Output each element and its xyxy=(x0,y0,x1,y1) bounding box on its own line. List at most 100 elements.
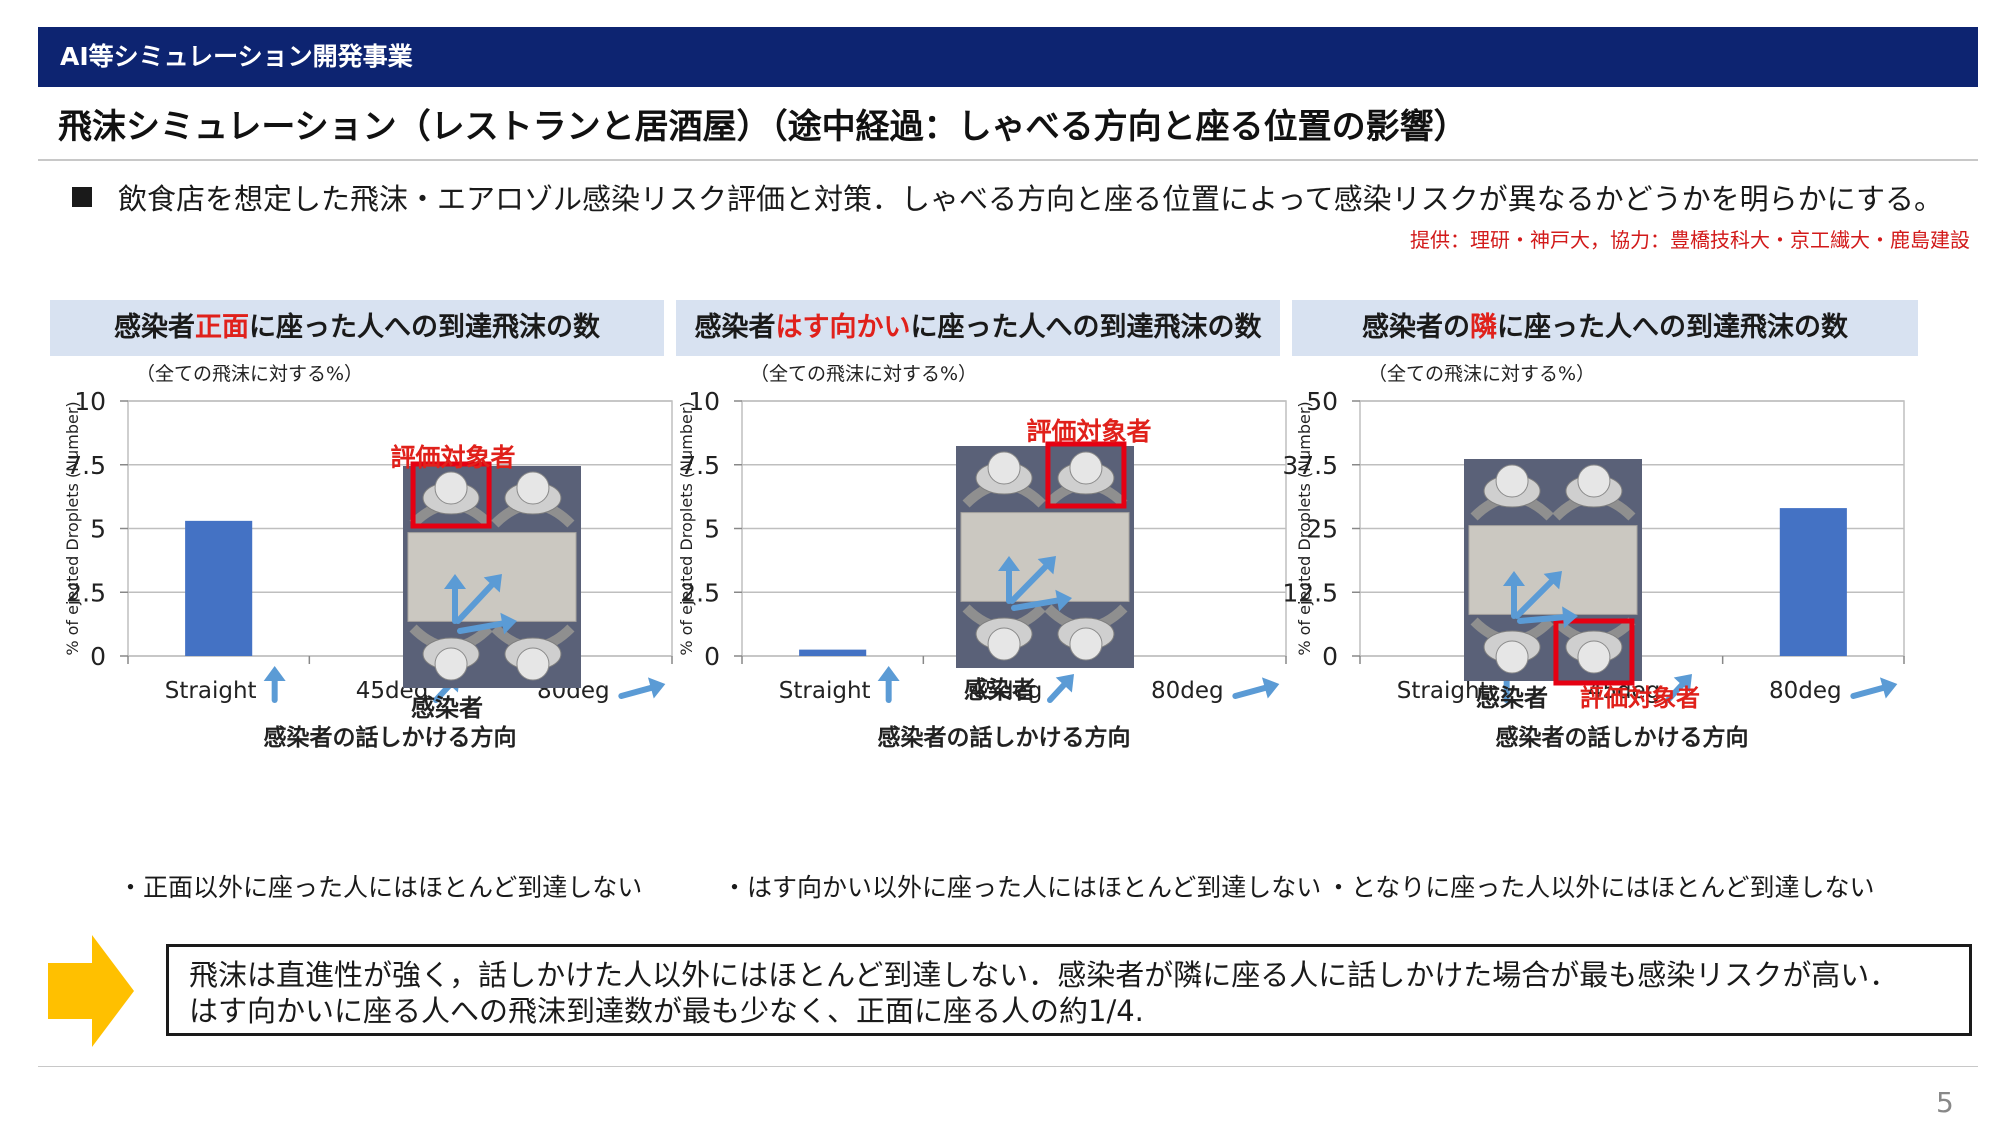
80deg-direction-arrow-icon xyxy=(618,677,666,699)
bar-straight xyxy=(799,649,867,656)
bar-straight xyxy=(185,520,253,656)
y-tick-label: 5 xyxy=(90,515,106,544)
speech-direction-arrow-icon xyxy=(998,556,1020,604)
45deg-direction-arrow-icon xyxy=(1665,674,1692,703)
speech-direction-arrow-icon xyxy=(1009,556,1056,604)
y-tick-label: 50 xyxy=(1306,387,1338,416)
person-figure-icon xyxy=(1044,604,1128,661)
person-figure-icon xyxy=(491,471,575,528)
panel-header-highlight: はす向かい xyxy=(775,312,911,343)
y-axis-label: % of ejected Droplets (Number) xyxy=(1295,401,1314,655)
y-tick-label: 7.5 xyxy=(680,451,720,480)
panel-note-side: ・となりに座った人以外にはほとんど到達しない xyxy=(1326,873,1875,902)
panel-header-front: 感染者正面に座った人への到達飛沫の数 xyxy=(50,300,664,356)
straight-direction-arrow-icon xyxy=(877,666,900,703)
footer-divider xyxy=(38,1066,1978,1067)
target-person-label: 評価対象者 xyxy=(1026,417,1151,446)
y-tick-label: 10 xyxy=(74,387,106,416)
x-tick-label: Straight xyxy=(165,678,257,704)
speech-direction-arrow-icon xyxy=(1011,589,1072,612)
title-divider xyxy=(38,159,1978,161)
objective-text: 飲食店を想定した飛沫・エアロゾル感染リスク評価と対策．しゃべる方向と座る位置によ… xyxy=(118,182,1943,216)
speech-direction-arrow-icon xyxy=(1514,571,1562,619)
y-axis-label: % of ejected Droplets (Number) xyxy=(63,401,82,655)
infected-person-label: 感染者 xyxy=(964,676,1036,704)
y-tick-label: 25 xyxy=(1306,515,1338,544)
person-figure-icon xyxy=(1470,617,1554,674)
target-highlight-box xyxy=(1045,441,1127,509)
x-axis-label: 感染者の話しかける方向 xyxy=(1496,724,1749,751)
person-figure-icon xyxy=(962,604,1046,661)
chart-subtitle: （全ての飛沫に対する%） xyxy=(136,363,363,385)
panel-note-diagonal: ・はす向かい以外に座った人にはほとんど到達しない xyxy=(722,873,1322,902)
summary-line-2: はす向かいに座る人への飛沫到達数が最も少なく、正面に座る人の約1/4. xyxy=(189,994,1144,1028)
target-highlight-box xyxy=(1553,618,1635,686)
seating-diagram xyxy=(956,441,1134,668)
panel-header-highlight: 正面 xyxy=(195,312,249,343)
y-tick-label: 2.5 xyxy=(680,578,720,607)
objective-bullet: 飲食店を想定した飛沫・エアロゾル感染リスク評価と対策．しゃべる方向と座る位置によ… xyxy=(72,176,1943,218)
straight-direction-arrow-icon xyxy=(263,666,286,703)
person-figure-icon xyxy=(409,471,493,528)
summary-box: 飛沫は直進性が強く，話しかけた人以外にはほとんど到達しない．感染者が隣に座る人に… xyxy=(166,944,1972,1036)
target-highlight-box xyxy=(410,461,492,529)
speech-direction-arrow-icon xyxy=(1517,606,1578,629)
panel-header-highlight: 隣 xyxy=(1470,312,1497,343)
summary-line-1: 飛沫は直進性が強く，話しかけた人以外にはほとんど到達しない．感染者が隣に座る人に… xyxy=(189,958,1899,992)
panel-header-pre: 感染者 xyxy=(114,312,195,343)
panel-header-post: に座った人への到達飛沫の数 xyxy=(249,312,600,343)
panel-note-front: ・正面以外に座った人にはほとんど到達しない xyxy=(118,873,643,902)
speech-direction-arrow-icon xyxy=(1503,571,1525,619)
y-tick-label: 10 xyxy=(688,387,720,416)
person-figure-icon xyxy=(1044,451,1128,508)
80deg-direction-arrow-icon xyxy=(1232,677,1280,699)
chart-subtitle: （全ての飛沫に対する%） xyxy=(750,363,977,385)
person-figure-icon xyxy=(962,451,1046,508)
y-tick-label: 0 xyxy=(704,642,720,671)
person-figure-icon xyxy=(1552,464,1636,521)
bar-chart-diagonal: 0 2.5 5 7.5 10 （全ての飛沫に対する%） % of ejected Dropl… xyxy=(677,363,1287,751)
y-tick-label: 7.5 xyxy=(66,451,106,480)
credit-text: 提供：理研・神戸大，協力：豊橋技科大・京工繊大・鹿島建設 xyxy=(1410,228,1970,252)
y-tick-label: 0 xyxy=(1322,642,1338,671)
target-person-label: 評価対象者 xyxy=(1580,684,1700,712)
y-axis-label: % of ejected Droplets (Number) xyxy=(677,401,696,655)
x-tick-label: Straight xyxy=(1397,678,1489,704)
person-figure-icon xyxy=(491,624,575,681)
panel-header-pre: 感染者 xyxy=(694,312,776,343)
x-axis-label: 感染者の話しかける方向 xyxy=(264,724,517,751)
bar-chart-front: 0 2.5 5 7.5 10 （全ての飛沫に対する%） % of ejected Dropl… xyxy=(63,363,673,751)
x-tick-label: 45deg xyxy=(970,678,1043,704)
bar-80deg xyxy=(1779,508,1847,656)
speech-direction-arrow-icon xyxy=(455,574,502,624)
page-title: 飛沫シミュレーション（レストランと居酒屋）（途中経過：しゃべる方向と座る位置の影… xyxy=(58,107,1468,147)
80deg-direction-arrow-icon xyxy=(1850,677,1898,699)
x-tick-label: Straight xyxy=(779,678,871,704)
y-tick-label: 2.5 xyxy=(66,578,106,607)
y-tick-label: 5 xyxy=(704,515,720,544)
infected-person-label: 感染者 xyxy=(411,694,483,722)
page-number: 5 xyxy=(1936,1086,1954,1119)
section-title: AI等シミュレーション開発事業 xyxy=(60,42,413,71)
panel-header-post: に座った人への到達飛沫の数 xyxy=(1497,312,1848,343)
speech-direction-arrow-icon xyxy=(444,574,466,624)
bar-chart-side: 0 12.5 25 37.5 50 （全ての飛沫に対する%） % of ejected Dr… xyxy=(1282,363,1905,751)
x-tick-label: 80deg xyxy=(1769,678,1842,704)
seating-diagram xyxy=(1464,459,1642,686)
x-tick-label: 80deg xyxy=(1151,678,1224,704)
y-tick-label: 0 xyxy=(90,642,106,671)
person-figure-icon xyxy=(1470,464,1554,521)
section-banner: AI等シミュレーション開発事業 xyxy=(38,27,1978,87)
x-axis-label: 感染者の話しかける方向 xyxy=(878,724,1131,751)
panel-header-side: 感染者の隣に座った人への到達飛沫の数 xyxy=(1292,300,1918,356)
seating-diagram xyxy=(403,461,581,688)
y-tick-label: 12.5 xyxy=(1282,578,1338,607)
person-figure-icon xyxy=(1552,617,1636,674)
45deg-direction-arrow-icon xyxy=(1047,674,1074,703)
square-bullet-icon xyxy=(72,187,92,207)
infected-person-label: 感染者 xyxy=(1476,684,1548,712)
panel-header-post: に座った人への到達飛沫の数 xyxy=(910,312,1262,343)
person-figure-icon xyxy=(409,624,493,681)
panel-header-diagonal: 感染者はす向かいに座った人への到達飛沫の数 xyxy=(676,300,1280,356)
target-person-label: 評価対象者 xyxy=(390,443,515,472)
